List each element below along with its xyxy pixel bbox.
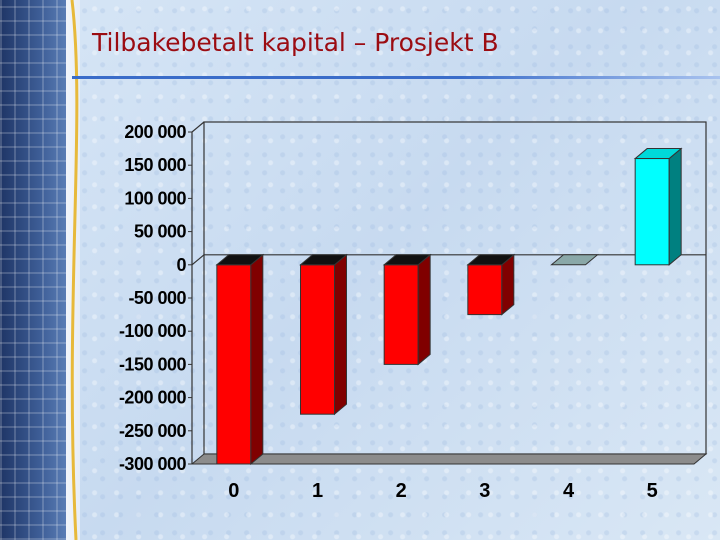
x-tick-label: 1 xyxy=(312,480,323,502)
left-pattern-band xyxy=(0,0,66,540)
plot-back-wall xyxy=(203,121,707,455)
plot-left-wall-edge xyxy=(191,121,205,133)
y-tick-label: -50 000 xyxy=(128,288,186,308)
zero-baseline xyxy=(191,254,706,266)
plot-frame xyxy=(190,121,708,465)
bar-1 xyxy=(299,253,348,416)
x-axis-labels: 0 1 2 3 4 5 xyxy=(228,480,657,502)
y-tick-label: -250 000 xyxy=(119,421,187,441)
y-tick-label: -100 000 xyxy=(119,321,187,341)
bar-front xyxy=(383,264,419,365)
bar-top xyxy=(382,254,432,266)
bars xyxy=(215,147,683,466)
bar-2 xyxy=(382,253,432,366)
y-axis-labels: 200 000 150 000 100 000 50 000 0 -50 000 -100 … xyxy=(119,122,192,474)
bar-front xyxy=(300,264,335,415)
bar-side xyxy=(250,253,264,466)
bar-side xyxy=(417,253,431,366)
bar-top xyxy=(550,254,599,266)
bar-front xyxy=(216,264,252,465)
bar-top xyxy=(633,148,683,160)
bar-0 xyxy=(215,253,265,466)
bar-3 xyxy=(466,253,516,316)
x-tick-label: 2 xyxy=(396,480,407,502)
y-tick-label: -200 000 xyxy=(119,388,187,408)
bar-side xyxy=(668,147,682,266)
bar-top xyxy=(299,254,348,266)
bar-5 xyxy=(633,147,683,266)
y-tick-label: -300 000 xyxy=(119,454,187,474)
bar-front xyxy=(634,158,670,266)
y-tick-label: 150 000 xyxy=(124,155,186,175)
y-tick-label: 200 000 xyxy=(124,122,186,142)
x-tick-label: 3 xyxy=(479,480,490,502)
bar-top xyxy=(466,254,516,266)
y-tick-label: 50 000 xyxy=(134,222,187,242)
x-tick-label: 4 xyxy=(563,480,575,502)
y-tick-label: 0 xyxy=(176,255,186,275)
bar-4 xyxy=(550,254,599,266)
bar-side xyxy=(334,253,347,416)
y-tick-label: -150 000 xyxy=(119,354,187,374)
y-tick-label: 100 000 xyxy=(124,188,186,208)
title-underline xyxy=(72,76,720,79)
gold-curve-decoration xyxy=(70,0,79,540)
slide-title: Tilbakebetalt kapital – Prosjekt B xyxy=(92,28,499,57)
bar-front xyxy=(467,264,503,316)
x-tick-label: 5 xyxy=(647,480,658,502)
plot-floor xyxy=(190,453,708,465)
bar-top xyxy=(215,254,265,266)
x-tick-label: 0 xyxy=(228,480,239,502)
